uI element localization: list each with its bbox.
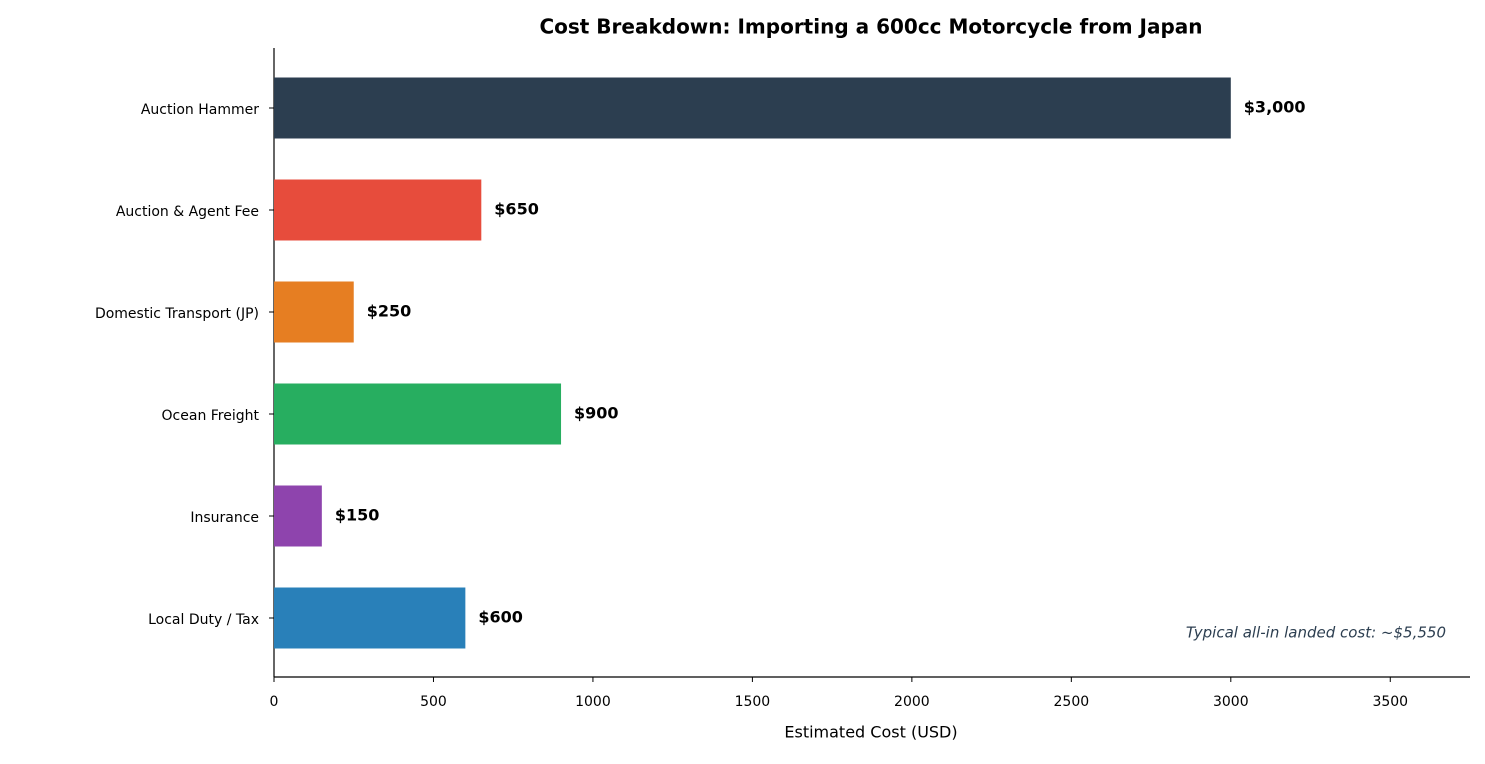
value-label: $250 [367,302,412,321]
value-label: $3,000 [1244,98,1306,117]
x-tick-label: 3500 [1372,694,1408,710]
x-tick-label: 3000 [1213,694,1249,710]
chart-title: Cost Breakdown: Importing a 600cc Motorc… [539,15,1202,39]
value-label: $600 [478,608,523,627]
y-tick-label: Local Duty / Tax [148,612,259,628]
value-label: $650 [494,200,539,219]
y-tick-label: Auction Hammer [141,102,259,118]
x-tick-label: 2500 [1054,694,1090,710]
y-tick-label: Ocean Freight [162,408,260,424]
x-tick-label: 1500 [735,694,771,710]
x-axis-label: Estimated Cost (USD) [784,723,957,742]
x-tick-label: 1000 [575,694,611,710]
x-tick-label: 500 [420,694,447,710]
y-tick-label: Auction & Agent Fee [116,204,259,220]
annotation: Typical all-in landed cost: ~$5,550 [1186,624,1446,642]
bar [274,77,1231,139]
value-label: $150 [335,506,380,525]
y-tick-label: Domestic Transport (JP) [95,306,259,322]
x-tick-label: 0 [270,694,279,710]
bar [274,383,562,445]
bar [274,587,466,649]
bar [274,485,322,547]
x-tick-label: 2000 [894,694,930,710]
y-tick-label: Insurance [190,510,259,526]
bar [274,281,354,343]
value-label: $900 [574,404,619,423]
bar [274,179,482,241]
